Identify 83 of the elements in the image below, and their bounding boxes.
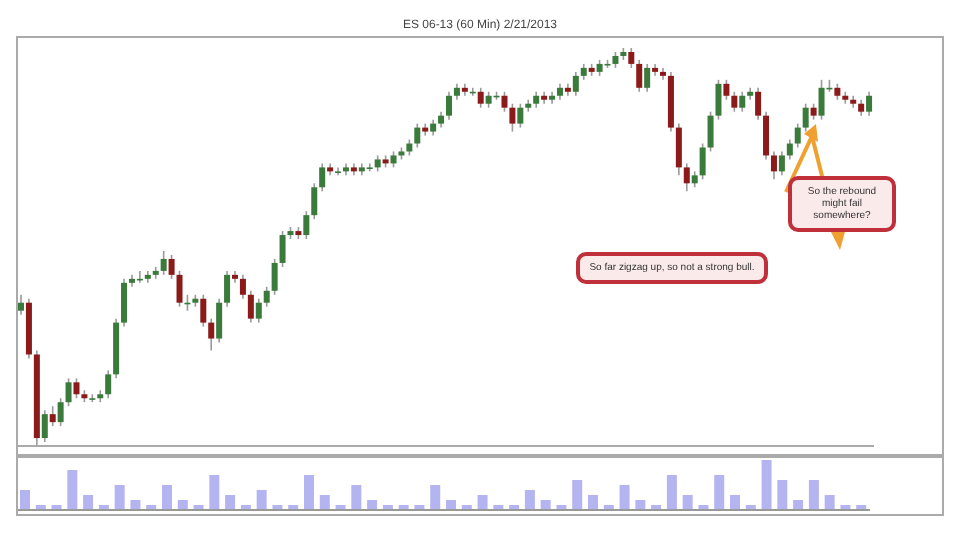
candlestick	[319, 162, 326, 193]
candlestick	[18, 293, 24, 316]
bar	[777, 480, 788, 510]
candlestick	[501, 90, 508, 113]
bar	[540, 500, 551, 510]
candlestick	[208, 317, 215, 352]
candlestick	[224, 270, 231, 308]
candlestick	[763, 110, 770, 161]
candlestick	[216, 297, 223, 344]
bar	[225, 495, 236, 510]
candlestick	[247, 289, 254, 324]
candlestick	[509, 102, 516, 133]
bar	[588, 495, 598, 510]
candlestick	[311, 182, 318, 220]
candlestick	[644, 63, 651, 93]
candlestick	[176, 270, 183, 308]
candlestick	[675, 122, 682, 177]
bar	[446, 500, 456, 510]
candlestick	[105, 369, 112, 400]
candlestick	[778, 150, 785, 177]
bar	[682, 495, 693, 510]
bar	[524, 490, 535, 510]
bar	[367, 500, 378, 510]
candlestick	[770, 150, 777, 181]
candlestick	[446, 90, 452, 121]
candlestick	[73, 377, 80, 400]
candlestick	[255, 297, 262, 324]
candlestick	[786, 138, 793, 161]
candlestick	[65, 377, 72, 407]
bar	[824, 495, 835, 510]
bar	[304, 475, 314, 510]
bar	[114, 485, 125, 510]
bar	[666, 475, 677, 510]
bar	[20, 490, 30, 510]
bar	[67, 470, 78, 510]
candlestick	[57, 397, 64, 427]
bar	[793, 500, 804, 510]
candlestick	[739, 90, 746, 113]
candlestick	[271, 258, 278, 296]
bar	[714, 475, 725, 510]
candlestick	[636, 59, 643, 93]
candlestick	[723, 79, 730, 101]
candlestick	[168, 254, 175, 280]
candlestick	[707, 110, 714, 153]
candlestick	[303, 210, 310, 240]
bar	[351, 485, 362, 510]
candlestick	[517, 102, 524, 129]
bar	[319, 495, 330, 510]
candlestick	[866, 90, 873, 117]
bar	[177, 500, 188, 510]
bar	[808, 480, 819, 510]
candlestick	[755, 87, 762, 121]
candlestick	[414, 122, 421, 149]
bar	[761, 460, 772, 510]
candlestick	[477, 87, 484, 109]
candlestick	[715, 79, 722, 121]
bar	[256, 490, 267, 510]
candlestick	[818, 79, 825, 121]
candlestick	[263, 286, 270, 308]
candlestick	[49, 405, 56, 427]
candlestick	[160, 250, 167, 276]
candlestick	[279, 230, 286, 268]
bar	[477, 495, 488, 510]
bar	[619, 485, 630, 510]
candlestick	[572, 71, 579, 97]
candlestick	[794, 122, 801, 149]
candlestick	[683, 162, 690, 193]
candlestick	[628, 48, 635, 69]
candlestick	[731, 90, 738, 113]
candlestick	[41, 409, 48, 443]
bar	[162, 485, 172, 510]
bar	[130, 500, 141, 510]
candlestick	[200, 293, 207, 328]
bar	[430, 485, 441, 510]
bar	[572, 480, 583, 510]
bar	[635, 500, 646, 510]
bar	[209, 475, 220, 510]
candlestick	[802, 102, 809, 133]
bar	[730, 495, 740, 510]
candlestick	[699, 142, 706, 181]
candlestick	[239, 274, 246, 300]
bar	[83, 495, 94, 510]
candlestick	[121, 278, 128, 328]
